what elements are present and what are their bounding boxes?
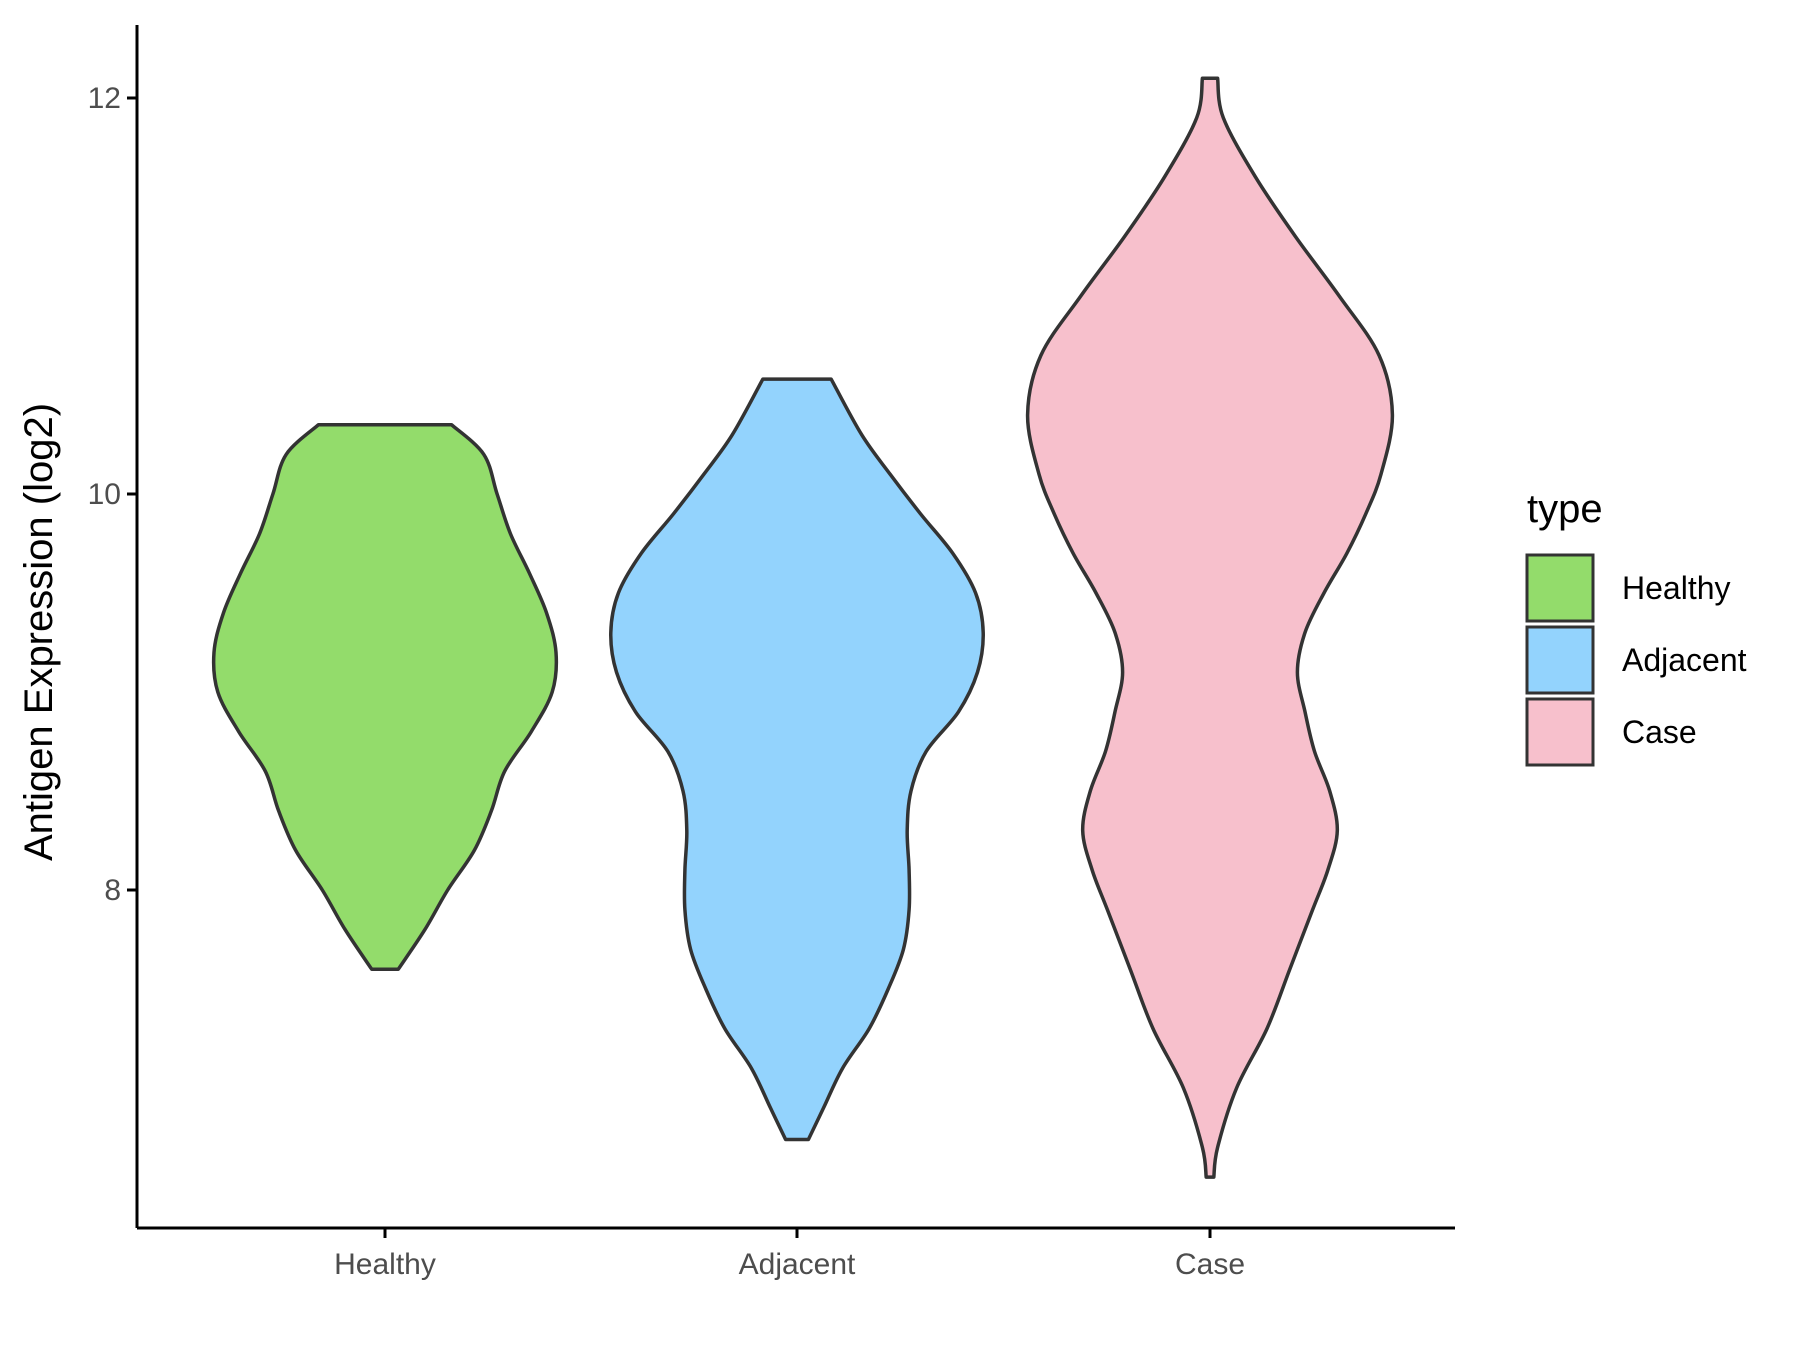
y-axis-ticks: 8 10 12 <box>88 82 137 907</box>
violin-case <box>1025 76 1395 1179</box>
violin-healthy <box>211 422 559 971</box>
legend-swatch-adjacent <box>1525 625 1595 695</box>
y-tick-label: 12 <box>88 82 121 115</box>
legend-title: type <box>1527 487 1603 531</box>
y-tick-label: 10 <box>88 478 121 511</box>
x-tick-label: Healthy <box>334 1248 436 1281</box>
y-tick-label: 8 <box>104 874 121 907</box>
x-tick-label: Adjacent <box>739 1248 856 1281</box>
violin-adjacent <box>609 377 985 1142</box>
violin-layer <box>211 76 1395 1179</box>
x-axis-ticks: Healthy Adjacent Case <box>334 1228 1245 1281</box>
legend-label-healthy: Healthy <box>1622 570 1731 606</box>
x-tick-label: Case <box>1175 1248 1245 1281</box>
y-axis-title: Antigen Expression (log2) <box>17 403 61 861</box>
legend-items: Healthy Adjacent Case <box>1525 553 1747 767</box>
legend: type Healthy Adjacent Case <box>1525 487 1747 767</box>
legend-label-case: Case <box>1622 714 1697 750</box>
legend-swatch-healthy <box>1525 553 1595 623</box>
legend-swatch-case <box>1525 697 1595 767</box>
legend-label-adjacent: Adjacent <box>1622 642 1747 678</box>
